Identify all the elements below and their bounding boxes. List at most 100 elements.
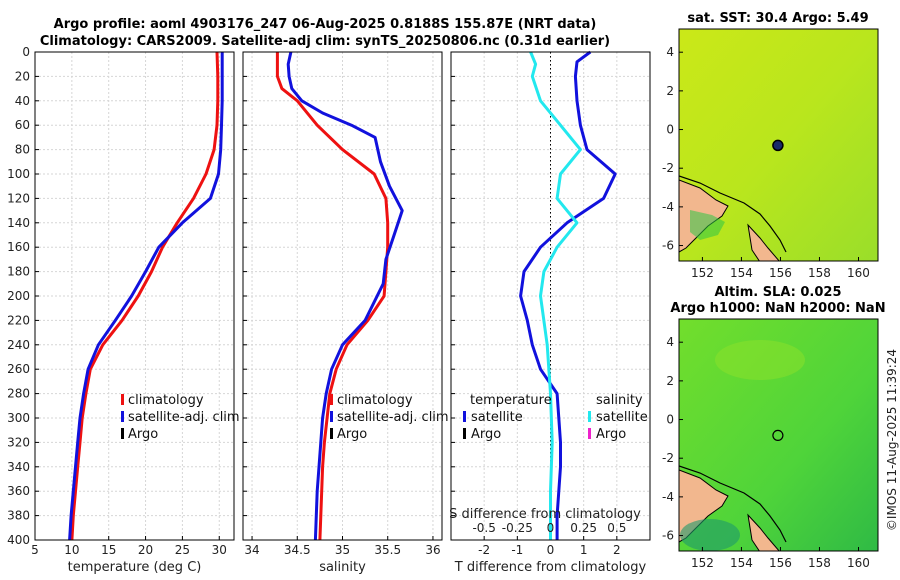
map-x-tick-label: 158 (808, 556, 831, 570)
sla-map-title-line2: Argo h1000: NaN h2000: NaN (670, 301, 885, 316)
x-tick-label: 35.5 (374, 543, 401, 557)
figure-title-line2: Climatology: CARS2009. Satellite-adj cli… (40, 34, 610, 49)
legend-label-s-satellite: satellite (596, 410, 648, 425)
x-tick-label: 34 (244, 543, 259, 557)
land-shape (747, 513, 780, 551)
y-tick-label: 140 (7, 216, 30, 230)
legend-label-satellite: satellite-adj. clim (337, 410, 449, 425)
legend-swatch-climatology (121, 394, 124, 405)
legend-label-satellite: satellite-adj. clim (128, 410, 240, 425)
y-tick-label: 180 (7, 265, 30, 279)
s-difference-tick-label: -0.5 (472, 521, 495, 535)
x-tick-label: 2 (613, 543, 621, 557)
map-x-tick-label: 152 (691, 266, 714, 280)
series-line-temperature-satellite (519, 50, 617, 540)
legend-label-argo: Argo (128, 427, 158, 442)
legend-label-climatology: climatology (128, 393, 204, 408)
legend-label-t-argo: Argo (471, 427, 501, 442)
cool-patch (690, 210, 725, 240)
sst-map-ticks: 152 154 156 158 160 4 2 0 -2 -4 -6 (662, 45, 870, 280)
series-line-climatology (70, 51, 220, 541)
s-difference-tick-label: 0.25 (570, 521, 597, 535)
s-difference-tick-label: -0.25 (502, 521, 533, 535)
map-x-tick-label: 156 (769, 266, 792, 280)
series-line-satellite-adj-clim (68, 52, 224, 541)
x-tick-label: 25 (175, 543, 190, 557)
sla-map (678, 318, 879, 552)
legend-swatch-t-satellite (463, 411, 466, 422)
y-tick-label: 120 (7, 191, 30, 205)
x-tick-label: -1 (511, 543, 523, 557)
x-tick-label: 15 (101, 543, 116, 557)
map-x-tick-label: 160 (847, 266, 870, 280)
land-shape (747, 223, 780, 261)
x-tick-label: 1 (580, 543, 588, 557)
legend-swatch-s-satellite (588, 411, 591, 422)
y-tick-label: 380 (7, 509, 30, 523)
series-line-climatology (275, 52, 390, 541)
salinity-axes: 34 34.5 35 35.5 36 salinity (242, 51, 443, 575)
legend-swatch-climatology (330, 394, 333, 405)
x-tick-label: 20 (138, 543, 153, 557)
legend-label-t-satellite: satellite (471, 410, 523, 425)
map-y-tick-label: 2 (666, 374, 674, 388)
map-y-tick-label: 2 (666, 84, 674, 98)
sst-map-title: sat. SST: 30.4 Argo: 5.49 (687, 11, 868, 26)
figure-title-line1: Argo profile: aoml 4903176_247 06-Aug-20… (54, 17, 597, 32)
y-tick-label: 40 (15, 94, 30, 108)
legend-swatch-argo (330, 428, 333, 439)
x-tick-label: 34.5 (284, 543, 311, 557)
legend-swatch-satellite (330, 411, 333, 422)
y-tick-label: 220 (7, 313, 30, 327)
x-tick-label: 0 (547, 543, 555, 557)
x-axis-label: temperature (deg C) (68, 560, 202, 575)
sla-frame (678, 318, 879, 552)
map-x-tick-label: 156 (769, 556, 792, 570)
sla-map-title-line1: Altim. SLA: 0.025 (715, 285, 842, 300)
axes-frame (242, 51, 443, 541)
map-y-tick-label: -6 (662, 529, 674, 543)
x-axis-label: T difference from climatology (454, 560, 647, 575)
map-y-tick-label: 4 (666, 45, 674, 59)
coastline (679, 175, 787, 253)
x-tick-label: 36 (425, 543, 440, 557)
map-x-tick-label: 154 (730, 266, 753, 280)
sst-map (678, 28, 879, 262)
y-tick-label: 400 (7, 533, 30, 547)
y-tick-label: 160 (7, 240, 30, 254)
map-y-tick-label: 4 (666, 335, 674, 349)
map-y-tick-label: -4 (662, 490, 674, 504)
difference-axes: -2 -1 0 1 2 T difference from climatology (450, 50, 651, 575)
salinity-legend: climatology satellite-adj. clim Argo (330, 393, 449, 442)
series-line-satellite-adj-clim (286, 51, 404, 541)
high-sla-patch (715, 340, 805, 380)
y-tick-label: 20 (15, 69, 30, 83)
legend-swatch-satellite (121, 411, 124, 422)
map-x-tick-label: 152 (691, 556, 714, 570)
map-y-tick-label: 0 (666, 123, 674, 137)
sst-frame (678, 28, 879, 262)
temperature-axes: 5 10 15 20 25 3002040608010012014016018020022… (7, 45, 235, 575)
y-tick-label: 260 (7, 362, 30, 376)
imos-credit: ©IMOS 11-Aug-2025 11:39:24 (885, 349, 899, 531)
sla-map-ticks: 152 154 156 158 160 4 2 0 -2 -4 -6 (662, 335, 870, 570)
axes-frame (450, 51, 651, 541)
x-tick-label: 35 (335, 543, 350, 557)
y-tick-label: 280 (7, 387, 30, 401)
legend-label-climatology: climatology (337, 393, 413, 408)
coastline (679, 465, 787, 543)
x-tick-label: 30 (212, 543, 227, 557)
legend-swatch-s-argo (588, 428, 591, 439)
series-line-salinity-satellite (529, 51, 582, 540)
argo-float-marker (772, 429, 784, 441)
map-x-tick-label: 160 (847, 556, 870, 570)
y-tick-label: 60 (15, 118, 30, 132)
x-tick-label: 5 (31, 543, 39, 557)
legend-title-temperature: temperature (470, 393, 552, 408)
map-x-tick-label: 158 (808, 266, 831, 280)
map-y-tick-label: -2 (662, 161, 674, 175)
y-tick-label: 360 (7, 484, 30, 498)
y-tick-label: 100 (7, 167, 30, 181)
map-y-tick-label: -2 (662, 451, 674, 465)
